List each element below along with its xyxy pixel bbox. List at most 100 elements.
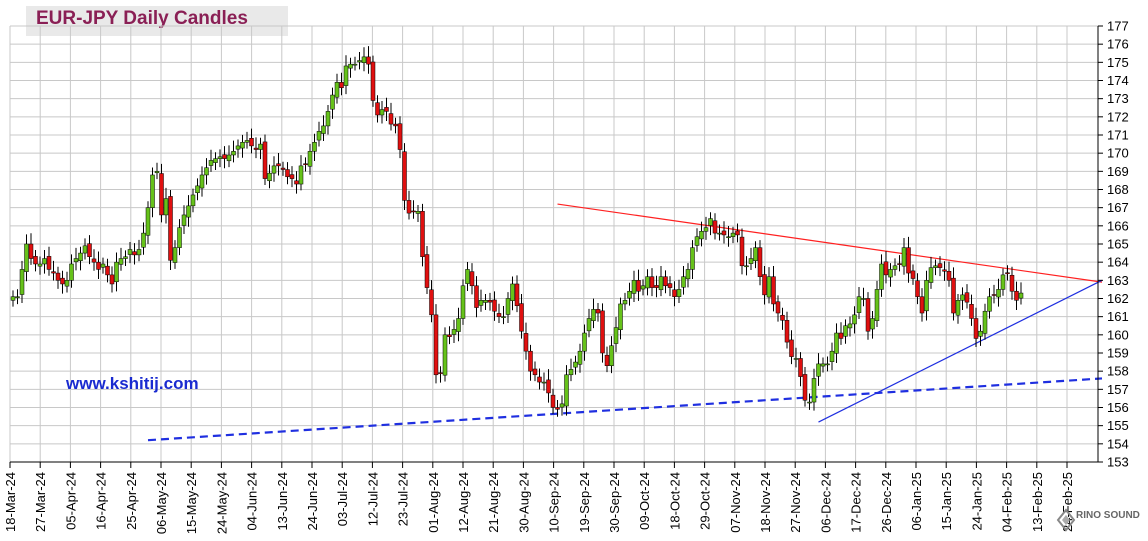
- x-tick-label: 21-Aug-24: [486, 472, 501, 533]
- axes: [9, 25, 1103, 468]
- x-tick-label: 17-Dec-24: [849, 472, 864, 533]
- candle-up: [213, 158, 218, 163]
- candle-up: [195, 185, 200, 194]
- candle-up: [118, 258, 124, 265]
- candle-down: [523, 333, 529, 352]
- candle-up: [1000, 274, 1006, 290]
- candle-up: [933, 265, 938, 268]
- candle-up: [834, 332, 839, 354]
- candle-up: [807, 401, 812, 404]
- y-tick-label: 154: [1107, 436, 1129, 451]
- candle-up: [186, 205, 191, 218]
- candle-up: [541, 381, 547, 384]
- candle-up: [145, 207, 151, 236]
- candle-down: [303, 163, 308, 165]
- candle-up: [730, 232, 736, 237]
- candle-down: [105, 265, 110, 276]
- candle-up: [924, 280, 929, 312]
- candle-up: [127, 249, 133, 255]
- candle-up: [415, 211, 421, 214]
- candle-down: [420, 211, 425, 257]
- candle-down: [28, 243, 34, 259]
- candle-up: [150, 174, 155, 208]
- candle-up: [64, 280, 70, 287]
- candle-up: [312, 142, 317, 152]
- y-tick-label: 158: [1107, 364, 1129, 379]
- candle-down: [438, 372, 443, 374]
- candle-up: [73, 258, 79, 263]
- candle-down: [897, 263, 902, 265]
- candle-up: [136, 249, 142, 256]
- y-tick-label: 167: [1107, 200, 1129, 215]
- candle-up: [199, 174, 205, 189]
- candle-up: [708, 218, 713, 226]
- candle-up: [577, 350, 583, 365]
- long-term-support-trendline: [147, 377, 1103, 442]
- candle-up: [703, 227, 709, 232]
- candle-up: [658, 276, 664, 291]
- candle-up: [204, 167, 209, 176]
- x-tick-label: 03-Jul-24: [335, 472, 350, 526]
- candle-up: [978, 330, 983, 337]
- candle-down: [915, 280, 920, 297]
- trendlines: [147, 203, 1103, 442]
- candle-up: [348, 63, 353, 69]
- candle-up: [78, 252, 83, 261]
- candle-down: [474, 285, 479, 308]
- candle-down: [600, 310, 605, 354]
- candle-down: [519, 303, 524, 332]
- candle-down: [789, 339, 794, 357]
- y-tick-label: 156: [1107, 400, 1129, 415]
- support-trendline: [818, 279, 1103, 423]
- candle-up: [478, 300, 484, 306]
- candle-down: [771, 276, 776, 305]
- x-tick-label: 18-Mar-24: [3, 472, 18, 532]
- x-tick-label: 26-Dec-24: [879, 472, 894, 533]
- candle-up: [15, 296, 20, 298]
- candle-up: [753, 247, 758, 261]
- y-tick-label: 171: [1107, 128, 1129, 143]
- y-tick-label: 174: [1107, 73, 1129, 88]
- candle-down: [1014, 290, 1019, 301]
- candle-down: [550, 394, 556, 408]
- candle-up: [240, 142, 245, 149]
- candle-down: [249, 138, 254, 147]
- candle-down: [222, 154, 227, 159]
- candle-up: [618, 303, 623, 330]
- candle-down: [159, 173, 164, 216]
- candle-up: [811, 378, 817, 403]
- candle-down: [951, 277, 956, 314]
- candle-up: [627, 290, 632, 299]
- candle-down: [429, 289, 434, 316]
- candle-up: [681, 276, 686, 288]
- candle-up: [816, 363, 821, 377]
- candle-down: [802, 374, 808, 401]
- candle-down: [397, 123, 403, 150]
- candle-down: [514, 283, 520, 307]
- candle-down: [406, 200, 412, 214]
- candle-up: [190, 194, 196, 207]
- candle-up: [325, 111, 331, 127]
- candle-up: [631, 280, 637, 294]
- candle-down: [865, 298, 871, 332]
- x-tick-label: 06-Dec-24: [818, 472, 833, 533]
- rino-sound-logo: [1056, 508, 1076, 532]
- candle-down: [762, 274, 767, 296]
- x-tick-label: 19-Sep-24: [577, 472, 592, 533]
- candle-up: [465, 269, 470, 284]
- x-tick-label: 06-Jan-25: [909, 472, 924, 531]
- y-tick-label: 164: [1107, 255, 1129, 270]
- x-tick-label: 12-Aug-24: [456, 472, 471, 533]
- x-tick-label: 25-Apr-24: [124, 472, 139, 530]
- candle-down: [654, 285, 659, 288]
- y-tick-label: 157: [1107, 382, 1129, 397]
- candle-up: [613, 327, 619, 344]
- candle-up: [330, 94, 335, 110]
- candle-up: [856, 296, 862, 313]
- candle-up: [586, 318, 592, 332]
- logo-text: RINO SOUND: [1076, 510, 1140, 521]
- candle-up: [829, 350, 835, 362]
- candle-down: [168, 196, 173, 261]
- candle-up: [298, 165, 304, 185]
